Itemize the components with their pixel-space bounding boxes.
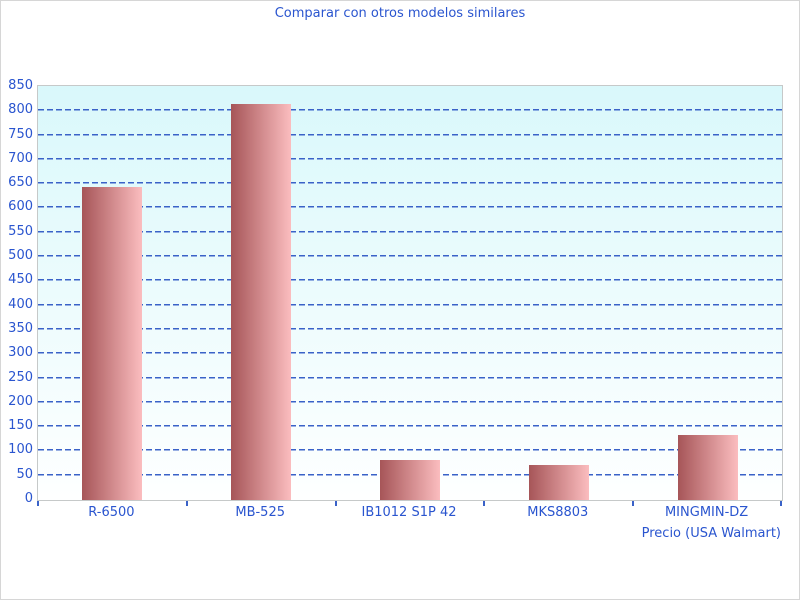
bar <box>380 460 440 500</box>
gridline <box>38 109 782 112</box>
y-axis-label: 500 <box>8 248 33 264</box>
x-axis-tick <box>483 501 486 506</box>
gridline <box>38 182 782 185</box>
gridline <box>38 157 782 160</box>
gridline <box>38 206 782 209</box>
y-axis-label: 150 <box>8 418 33 434</box>
y-axis-label: 600 <box>8 199 33 215</box>
chart-title: Comparar con otros modelos similares <box>274 6 526 21</box>
y-axis-label: 350 <box>8 320 33 336</box>
x-axis-title: Precio (USA Walmart) <box>641 526 781 541</box>
x-axis-tick <box>334 501 337 506</box>
x-axis-label: R-6500 <box>88 505 135 520</box>
gridline <box>38 133 782 136</box>
gridline <box>38 425 782 428</box>
bar <box>677 435 738 500</box>
y-axis-label: 300 <box>8 345 33 361</box>
y-axis-label: 550 <box>8 223 33 239</box>
x-axis-tick <box>632 501 635 506</box>
y-axis-label: 800 <box>8 102 33 118</box>
y-axis-label: 50 <box>16 466 33 482</box>
x-axis-label: MB-525 <box>235 505 285 520</box>
bar <box>231 103 292 500</box>
bar <box>528 465 589 500</box>
y-axis-label: 850 <box>8 78 33 93</box>
gridline <box>38 400 782 403</box>
y-axis-label: 0 <box>24 491 33 506</box>
gridline <box>38 352 782 355</box>
y-axis-label: 700 <box>8 150 33 166</box>
y-axis-label: 250 <box>8 369 33 385</box>
bar <box>82 186 143 500</box>
gridline <box>38 230 782 233</box>
x-axis-tick <box>780 501 782 506</box>
y-axis-label: 750 <box>8 126 33 142</box>
gridline <box>38 449 782 452</box>
y-axis-label: 400 <box>8 296 33 312</box>
y-axis-label: 100 <box>8 442 33 458</box>
y-axis-label: 650 <box>8 175 33 191</box>
gridline <box>38 279 782 282</box>
gridline <box>38 255 782 258</box>
gridline <box>38 327 782 330</box>
x-axis-label: MKS8803 <box>527 505 589 520</box>
x-axis-label: MINGMIN-DZ <box>664 505 749 520</box>
gridline <box>38 303 782 306</box>
y-axis-label: 450 <box>8 272 33 288</box>
x-axis-tick <box>37 501 39 506</box>
gridline <box>38 376 782 379</box>
x-axis-label: IB1012 S1P 42 <box>361 505 457 520</box>
x-axis-tick <box>185 501 188 506</box>
plot-area <box>37 85 783 501</box>
y-axis-label: 200 <box>8 393 33 409</box>
